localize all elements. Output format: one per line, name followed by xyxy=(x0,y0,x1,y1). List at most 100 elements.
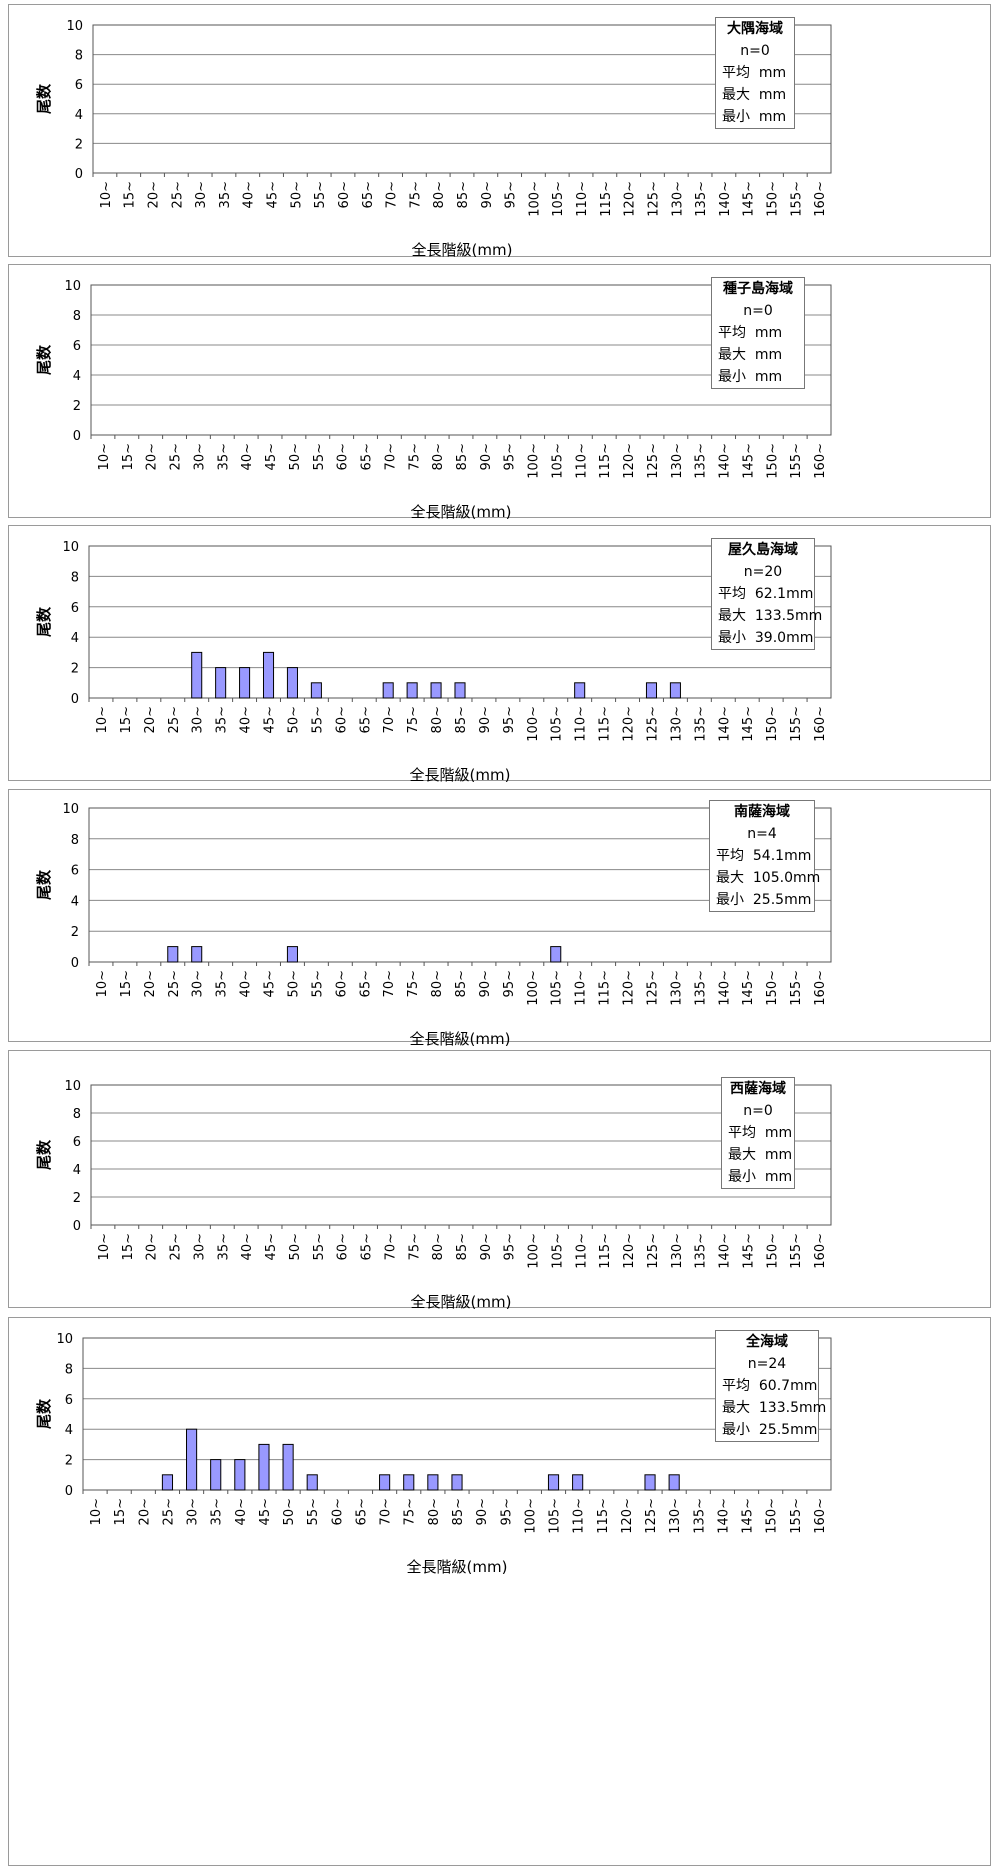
legend-count: n=0 xyxy=(743,1103,773,1119)
legend-title: 南薩海域 xyxy=(734,804,790,820)
x-tick-label: 145~ xyxy=(741,1233,756,1269)
x-tick-label: 35~ xyxy=(215,970,230,997)
x-tick-label: 75~ xyxy=(407,443,422,470)
x-tick-label: 100~ xyxy=(527,1233,542,1269)
x-tick-label: 160~ xyxy=(813,706,828,742)
chart-panel: 0 2 4 6 8 10 尾数 10~ 15~ 20~ 25~ 30~ 35~ 40~ 45~ 50~ 55~ 6… xyxy=(8,1050,991,1311)
bar xyxy=(286,667,298,699)
x-tick-label: 50~ xyxy=(289,181,304,208)
x-tick-label: 65~ xyxy=(360,443,375,470)
y-tick-label: 2 xyxy=(73,1191,81,1206)
x-tick-label: 15~ xyxy=(113,1498,128,1525)
legend-min: 最小 mm xyxy=(718,369,783,385)
bar xyxy=(382,682,394,699)
y-tick-label: 0 xyxy=(71,692,79,707)
x-tick-label: 25~ xyxy=(170,181,185,208)
bar xyxy=(427,1474,439,1491)
x-tick-label: 75~ xyxy=(406,970,421,997)
bar xyxy=(406,682,418,699)
y-tick-label: 10 xyxy=(64,279,81,294)
x-tick-label: 120~ xyxy=(622,706,637,742)
x-tick-label: 20~ xyxy=(145,1233,160,1260)
x-tick-label: 150~ xyxy=(765,706,780,742)
x-tick-label: 110~ xyxy=(574,1233,589,1269)
x-tick-label: 60~ xyxy=(336,443,351,470)
x-tick-label: 145~ xyxy=(741,706,756,742)
x-tick-label: 150~ xyxy=(765,1233,780,1269)
x-tick-label: 145~ xyxy=(741,443,756,479)
x-tick-label: 100~ xyxy=(527,181,542,217)
x-tick-label: 30~ xyxy=(191,706,206,733)
x-tick-label: 50~ xyxy=(288,443,303,470)
y-axis-label: 尾数 xyxy=(35,606,53,637)
x-tick-label: 30~ xyxy=(192,1233,207,1260)
y-tick-label: 0 xyxy=(75,167,83,182)
x-tick-label: 60~ xyxy=(336,1233,351,1260)
x-tick-label: 20~ xyxy=(143,970,158,997)
y-axis-label: 尾数 xyxy=(35,83,53,114)
x-tick-label: 105~ xyxy=(550,706,565,742)
x-tick-label: 125~ xyxy=(645,706,660,742)
y-tick-label: 6 xyxy=(71,864,79,879)
x-tick-label: 85~ xyxy=(455,1233,470,1260)
legend-count: n=0 xyxy=(743,303,773,319)
x-tick-label: 135~ xyxy=(693,970,708,1006)
y-tick-label: 0 xyxy=(73,429,81,444)
x-tick-label: 50~ xyxy=(288,1233,303,1260)
x-tick-label: 115~ xyxy=(598,706,613,742)
legend-min: 最小 mm xyxy=(728,1169,793,1185)
y-tick-label: 2 xyxy=(75,137,83,152)
bar xyxy=(430,682,442,699)
x-tick-label: 155~ xyxy=(789,181,804,217)
x-tick-label: 15~ xyxy=(119,970,134,997)
legend-min: 最小 mm xyxy=(722,109,787,125)
legend-box: 屋久島海域 n=20 平均 62.1mm 最大 133.5mm 最小 39.0mm xyxy=(711,538,822,650)
x-tick-label: 35~ xyxy=(210,1498,225,1525)
x-tick-label: 20~ xyxy=(137,1498,152,1525)
y-tick-label: 8 xyxy=(75,49,83,64)
legend-title: 大隅海域 xyxy=(727,21,783,37)
x-tick-label: 145~ xyxy=(742,181,757,217)
bar xyxy=(403,1474,415,1491)
x-tick-label: 130~ xyxy=(669,970,684,1006)
y-tick-label: 4 xyxy=(73,369,81,384)
legend-mean: 平均 mm xyxy=(718,325,783,341)
bar xyxy=(451,1474,463,1491)
x-tick-label: 140~ xyxy=(718,443,733,479)
x-tick-label: 40~ xyxy=(239,970,254,997)
x-tick-label: 140~ xyxy=(718,1233,733,1269)
x-tick-label: 15~ xyxy=(121,1233,136,1260)
bar xyxy=(186,1428,198,1491)
x-tick-label: 45~ xyxy=(266,181,281,208)
legend-min: 最小 25.5mm xyxy=(716,892,812,908)
x-tick-label: 95~ xyxy=(503,1233,518,1260)
y-tick-label: 2 xyxy=(73,399,81,414)
x-tick-label: 110~ xyxy=(572,1498,587,1534)
y-tick-label: 10 xyxy=(66,19,83,34)
y-tick-label: 4 xyxy=(71,631,79,646)
x-tick-label: 55~ xyxy=(312,1233,327,1260)
bar xyxy=(306,1474,318,1491)
x-tick-label: 140~ xyxy=(717,706,732,742)
y-axis-label: 尾数 xyxy=(35,344,53,375)
chart-svg: 0 2 4 6 8 10 尾数 10~ 15~ 20~ 25~ 30~ 35~ 40~ 45~ 50~ 55~ 6… xyxy=(35,1332,832,1576)
y-tick-label: 0 xyxy=(73,1219,81,1234)
x-tick-label: 25~ xyxy=(167,706,182,733)
x-tick-label: 130~ xyxy=(670,1233,685,1269)
x-tick-label: 110~ xyxy=(575,181,590,217)
x-tick-label: 80~ xyxy=(431,1233,446,1260)
x-tick-label: 135~ xyxy=(694,1233,709,1269)
x-tick-label: 55~ xyxy=(310,706,325,733)
y-tick-label: 2 xyxy=(71,662,79,677)
x-tick-label: 65~ xyxy=(358,706,373,733)
bar xyxy=(215,667,227,699)
x-tick-label: 65~ xyxy=(354,1498,369,1525)
y-tick-label: 6 xyxy=(73,1135,81,1150)
x-tick-label: 155~ xyxy=(789,706,804,742)
x-tick-label: 15~ xyxy=(121,443,136,470)
chart-svg: 0 2 4 6 8 10 尾数 10~ 15~ 20~ 25~ 30~ 35~ 40~ 45~ 50~ 55~ 6… xyxy=(35,540,832,784)
x-tick-label: 80~ xyxy=(430,706,445,733)
x-tick-label: 155~ xyxy=(789,1498,804,1534)
x-tick-label: 90~ xyxy=(478,706,493,733)
legend-title: 屋久島海域 xyxy=(728,542,798,558)
